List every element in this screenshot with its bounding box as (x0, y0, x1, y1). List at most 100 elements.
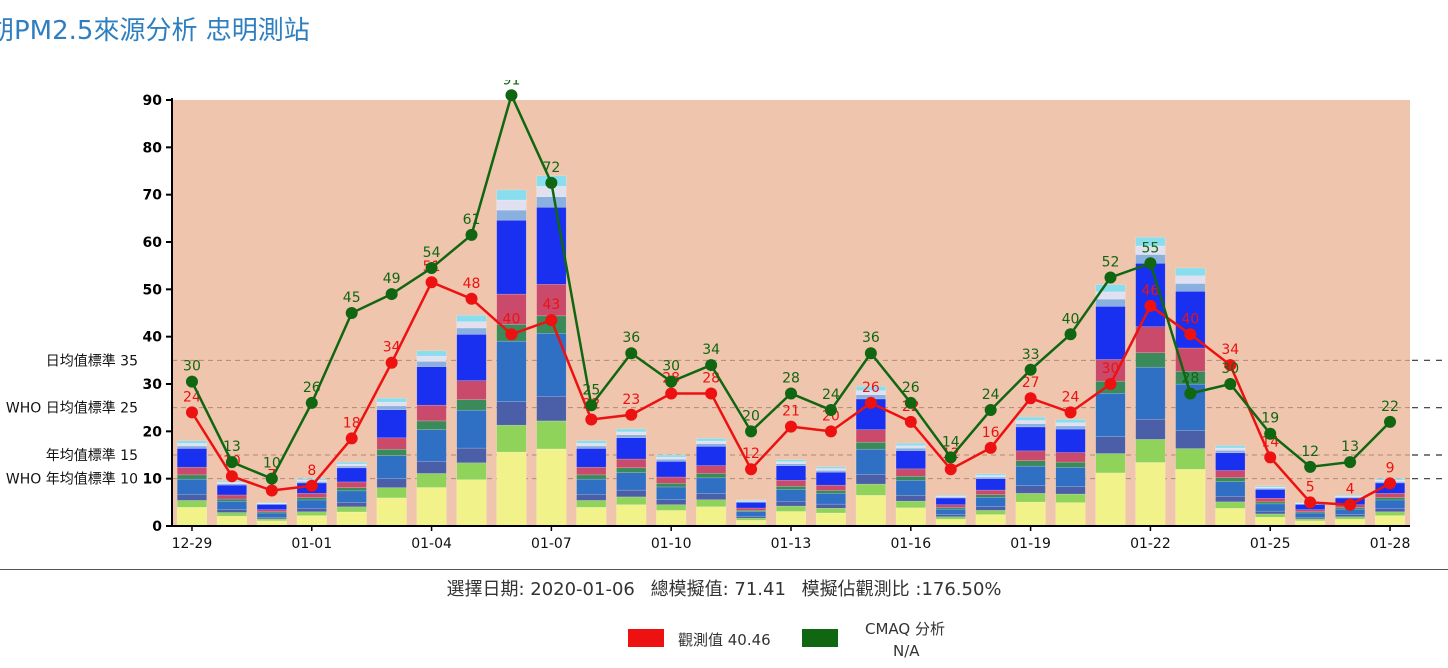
cmaq-data-label: 54 (423, 245, 441, 261)
bar-segment (456, 399, 487, 411)
cmaq-data-label: 30 (1221, 361, 1239, 377)
observed-point (1304, 496, 1317, 509)
bar-segment (256, 502, 287, 504)
observed-data-label: 34 (1221, 342, 1239, 358)
bar-segment (336, 502, 367, 508)
bar-segment (1095, 284, 1126, 293)
bar-segment (256, 509, 287, 513)
bar-segment (775, 463, 807, 466)
bar-segment (456, 334, 487, 381)
bar-segment (696, 499, 727, 507)
bar-segment (416, 350, 447, 357)
bar-segment (416, 361, 447, 367)
observed-legend-swatch[interactable] (628, 629, 664, 647)
cmaq-legend-swatch[interactable] (802, 629, 838, 647)
cmaq-point (1304, 460, 1317, 473)
bar-segment (456, 327, 487, 335)
bar-segment (1255, 503, 1286, 512)
cmaq-data-label: 34 (702, 342, 720, 358)
legend: 觀測值 40.46 CMAQ 分析 N/A (0, 618, 1448, 668)
bar-segment (696, 446, 727, 466)
cmaq-data-label: 19 (1261, 411, 1279, 427)
bar-segment (1215, 508, 1246, 527)
bar-segment (1175, 468, 1206, 527)
cmaq-point (1224, 378, 1237, 390)
cmaq-data-label: 26 (303, 380, 321, 396)
bar-segment (616, 431, 647, 436)
bar-segment (216, 498, 247, 502)
simulated-ratio: 模擬佔觀測比 :176.50% (801, 579, 1002, 600)
cmaq-point (864, 347, 877, 360)
bar-segment (1055, 502, 1086, 527)
cmaq-point (1064, 328, 1077, 341)
bar-segment (815, 508, 846, 514)
observed-data-label: 27 (1022, 375, 1040, 391)
cmaq-data-label: 24 (982, 387, 1000, 403)
bar-segment (496, 219, 527, 295)
bar-segment (975, 473, 1006, 476)
bar-segment (1015, 493, 1046, 503)
cmaq-point (745, 425, 758, 438)
bar-segment (1255, 513, 1286, 518)
bar-segment (696, 506, 727, 527)
bar-segment (1215, 447, 1246, 451)
cmaq-point (904, 396, 917, 409)
bar-segment (376, 455, 407, 479)
bar-segment (1295, 518, 1326, 522)
selected-date: 選擇日期: 2020-01-06 (446, 579, 635, 600)
bar-segment (895, 495, 926, 502)
bar-segment (336, 487, 367, 492)
cmaq-data-label: 49 (383, 271, 401, 287)
observed-data-label: 9 (1386, 460, 1395, 476)
cmaq-data-label: 45 (343, 290, 361, 306)
observed-legend-label[interactable]: 觀測值 40.46 (678, 631, 771, 649)
bar-segment (656, 459, 687, 462)
x-tick-label: 01-13 (771, 536, 812, 552)
bar-segment (536, 207, 567, 285)
cmaq-point (1384, 415, 1397, 428)
bar-segment (536, 420, 567, 450)
bar-segment (256, 512, 287, 518)
bar-segment (935, 504, 966, 508)
bar-segment (576, 466, 607, 476)
cmaq-data-label: 36 (622, 330, 640, 346)
observed-point (1344, 498, 1357, 511)
x-tick-label: 01-01 (291, 536, 332, 552)
bar-segment (815, 468, 846, 471)
bar-segment (1375, 515, 1406, 527)
bar-segment (176, 494, 207, 501)
bar-segment (895, 447, 926, 451)
bar-segment (576, 500, 607, 508)
bar-segment (935, 508, 966, 515)
bar-segment (296, 511, 327, 516)
observed-point (545, 314, 558, 327)
bar-segment (336, 467, 367, 483)
bar-segment (1015, 423, 1046, 428)
cmaq-legend-label[interactable]: CMAQ 分析 (865, 620, 945, 638)
observed-point (625, 408, 638, 421)
bar-segment (1015, 485, 1046, 494)
bar-segment (895, 445, 926, 449)
bar-segment (576, 494, 607, 501)
pm25-source-chart: 0 10 20 30 40 50 60 70 80 90 日均值標準 35 WHO 日均值標準 25 年… (6, 80, 1448, 552)
page-title: 胡PM2.5來源分析 忠明測站 (0, 16, 310, 46)
bar-segment (775, 480, 807, 487)
observed-point (385, 356, 398, 369)
bar-segment (656, 454, 687, 458)
bar-segment (216, 509, 247, 513)
bar-segment (656, 483, 687, 488)
bar-segment (176, 448, 207, 468)
bar-segment (576, 440, 607, 444)
bar-segment (1175, 430, 1206, 449)
observed-point (944, 463, 957, 476)
cmaq-data-label: 36 (862, 330, 880, 346)
y-tick-label: 20 (143, 424, 163, 440)
bar-segment (736, 510, 767, 512)
bar-segment (576, 474, 607, 480)
bar-segment (1215, 445, 1246, 449)
bar-segment (336, 490, 367, 503)
bar-segment (815, 466, 846, 469)
x-tick-label: 01-28 (1370, 536, 1411, 552)
bar-segment (1015, 416, 1046, 421)
observed-point (425, 276, 438, 289)
